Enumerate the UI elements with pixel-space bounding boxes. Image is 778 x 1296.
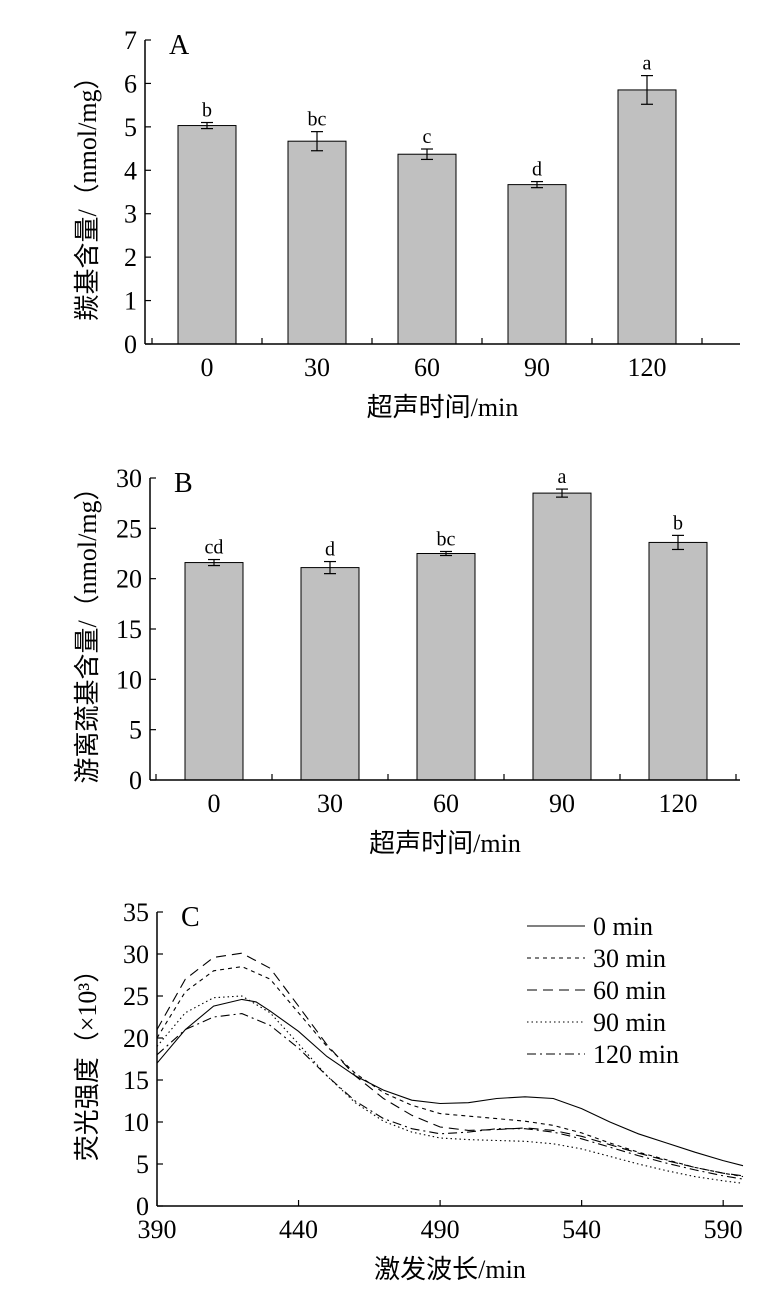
significance-label: a <box>643 53 652 75</box>
x-tick-label: 590 <box>704 1215 743 1244</box>
y-tick-label: 35 <box>123 898 149 927</box>
x-tick-label: 90 <box>549 789 575 818</box>
x-axis-title: 超声时间/min <box>367 393 519 422</box>
y-tick-label: 10 <box>123 1108 149 1137</box>
bar <box>287 140 347 345</box>
y-tick-label: 5 <box>124 113 137 142</box>
y-axis-title: 游离巯基含量/（nmol/mg） <box>73 474 102 783</box>
bar <box>648 541 708 781</box>
y-tick-label: 15 <box>123 1066 149 1095</box>
y-tick-label: 5 <box>129 716 142 745</box>
bar <box>397 153 457 345</box>
x-tick-label: 30 <box>317 789 343 818</box>
y-tick-label: 10 <box>116 665 142 694</box>
x-tick-label: 30 <box>304 353 330 382</box>
y-tick-label: 30 <box>123 940 149 969</box>
x-tick-label: 390 <box>138 1215 177 1244</box>
significance-label: a <box>558 466 567 488</box>
x-tick-label: 120 <box>659 789 698 818</box>
significance-label: bc <box>308 109 327 131</box>
y-tick-label: 6 <box>124 69 137 98</box>
x-tick-label: 60 <box>414 353 440 382</box>
panel-label: C <box>181 902 200 933</box>
y-axis-title: 荧光强度（×10³） <box>73 957 102 1161</box>
significance-label: d <box>532 159 542 181</box>
bar <box>177 125 237 345</box>
significance-label: b <box>202 100 212 122</box>
significance-label: cd <box>205 537 224 559</box>
x-tick-label: 540 <box>562 1215 601 1244</box>
legend-label: 90 min <box>593 1008 666 1037</box>
x-tick-label: 0 <box>201 353 214 382</box>
x-tick-label: 120 <box>628 353 667 382</box>
significance-label: c <box>423 126 432 148</box>
y-tick-label: 20 <box>116 565 142 594</box>
y-tick-label: 25 <box>116 514 142 543</box>
legend-label: 60 min <box>593 976 666 1005</box>
series-line-120-min <box>156 1013 744 1180</box>
bar <box>416 553 476 781</box>
y-tick-label: 0 <box>124 330 137 359</box>
y-tick-label: 3 <box>124 200 137 229</box>
x-tick-label: 440 <box>279 1215 318 1244</box>
significance-label: d <box>325 539 335 561</box>
significance-label: b <box>673 512 683 534</box>
bar <box>532 492 592 781</box>
panel-a: b bc c d a 0 1 2 3 4 5 6 7 0 30 60 90 120 超声时间/min 羰基含量/（nm… <box>73 26 740 422</box>
x-tick-label: 60 <box>433 789 459 818</box>
panel-label: A <box>169 30 190 61</box>
series-line-30-min <box>156 966 744 1178</box>
bar <box>300 567 360 781</box>
y-tick-label: 15 <box>116 615 142 644</box>
x-tick-label: 490 <box>421 1215 460 1244</box>
x-tick-label: 0 <box>208 789 221 818</box>
significance-label: bc <box>437 528 456 550</box>
legend-label: 120 min <box>593 1040 679 1069</box>
panel-b: cd d bc a b 0 5 10 15 20 25 30 0 30 60 90 120 超声时间/min 游离巯… <box>73 464 740 858</box>
series-line-0-min <box>156 998 744 1167</box>
y-axis-title: 羰基含量/（nmol/mg） <box>73 63 102 320</box>
y-tick-label: 25 <box>123 982 149 1011</box>
y-tick-label: 0 <box>129 766 142 795</box>
y-tick-label: 1 <box>124 287 137 316</box>
y-tick-label: 5 <box>136 1150 149 1179</box>
y-tick-label: 0 <box>136 1192 149 1221</box>
y-tick-label: 20 <box>123 1024 149 1053</box>
x-tick-label: 90 <box>524 353 550 382</box>
y-tick-label: 2 <box>124 243 137 272</box>
y-tick-label: 30 <box>116 464 142 493</box>
y-tick-label: 4 <box>124 156 137 185</box>
bar <box>507 184 567 345</box>
series-line-60-min <box>156 952 744 1177</box>
x-axis-title: 激发波长/min <box>374 1255 526 1284</box>
legend-label: 0 min <box>593 912 653 941</box>
bar <box>184 562 244 781</box>
y-tick-label: 7 <box>124 26 137 55</box>
panel-label: B <box>174 468 193 499</box>
x-axis-title: 超声时间/min <box>369 829 521 858</box>
bar <box>617 89 677 345</box>
legend-label: 30 min <box>593 944 666 973</box>
panel-c: 0 min 30 min 60 min 90 min 120 min 0 5 10 15 20 25… <box>73 898 744 1284</box>
